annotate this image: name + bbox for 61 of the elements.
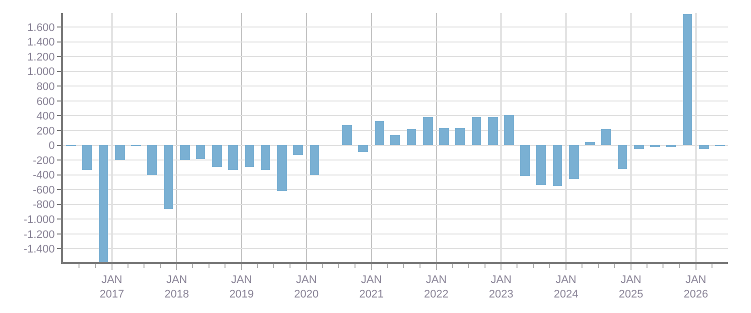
bar [634, 145, 644, 149]
y-tick-label: 1.400 [27, 36, 55, 49]
bar [212, 145, 222, 167]
bar [569, 145, 579, 179]
bar [520, 145, 530, 176]
y-tick-label: 0 [48, 140, 55, 152]
x-tick-label: JAN 2020 [294, 274, 319, 300]
x-tick-label: JAN 2025 [618, 274, 644, 300]
y-tick-label: -600 [32, 184, 55, 196]
y-tick-label: 600 [36, 96, 55, 108]
bar [423, 117, 433, 145]
y-tick-label: 1.200 [27, 51, 55, 64]
x-tick-label: JAN 2021 [359, 274, 384, 300]
bar [196, 145, 205, 159]
bar [375, 121, 384, 145]
bar [455, 128, 465, 145]
y-tick-label: 200 [36, 125, 55, 138]
x-tick-label: JAN 2022 [424, 274, 449, 300]
bar [683, 14, 692, 145]
bar [601, 129, 611, 145]
bar [585, 142, 595, 145]
bar [536, 145, 546, 185]
y-tick-label: -1.200 [24, 228, 55, 241]
bar [358, 145, 368, 152]
bar [488, 117, 498, 145]
bar [504, 115, 514, 145]
x-tick-label: JAN 2019 [229, 274, 254, 300]
bar [82, 145, 92, 170]
y-tick-label: 1.600 [27, 22, 55, 34]
bar [245, 145, 254, 167]
y-tick-label: -1.400 [24, 244, 55, 256]
bar [115, 145, 125, 160]
bar [261, 145, 270, 170]
bar [699, 145, 709, 149]
bar [390, 135, 400, 145]
bar [342, 125, 352, 145]
y-tick-label: 400 [36, 110, 55, 123]
y-tick-label: -800 [32, 199, 55, 212]
y-tick-label: -400 [32, 170, 55, 182]
y-tick-label: 1.000 [27, 66, 55, 78]
bar [472, 117, 481, 145]
x-tick-label: JAN 2023 [488, 274, 514, 300]
bar [310, 145, 319, 175]
y-tick-label: -200 [32, 154, 55, 167]
bar [293, 145, 303, 155]
bar [147, 145, 157, 175]
bar [407, 129, 416, 145]
bar [618, 145, 627, 169]
bar [553, 145, 562, 186]
bar [99, 145, 108, 262]
x-tick-label: JAN 2017 [100, 274, 124, 300]
bar [180, 145, 190, 160]
x-tick-label: JAN 2018 [164, 274, 189, 300]
x-tick-label: JAN 2024 [554, 274, 578, 300]
bar [228, 145, 238, 170]
bar [439, 128, 449, 145]
bar [277, 145, 287, 191]
y-tick-label: -1.000 [24, 214, 55, 226]
x-tick-label: JAN 2026 [684, 274, 708, 300]
y-tick-label: 800 [36, 81, 55, 93]
bar [164, 145, 173, 209]
